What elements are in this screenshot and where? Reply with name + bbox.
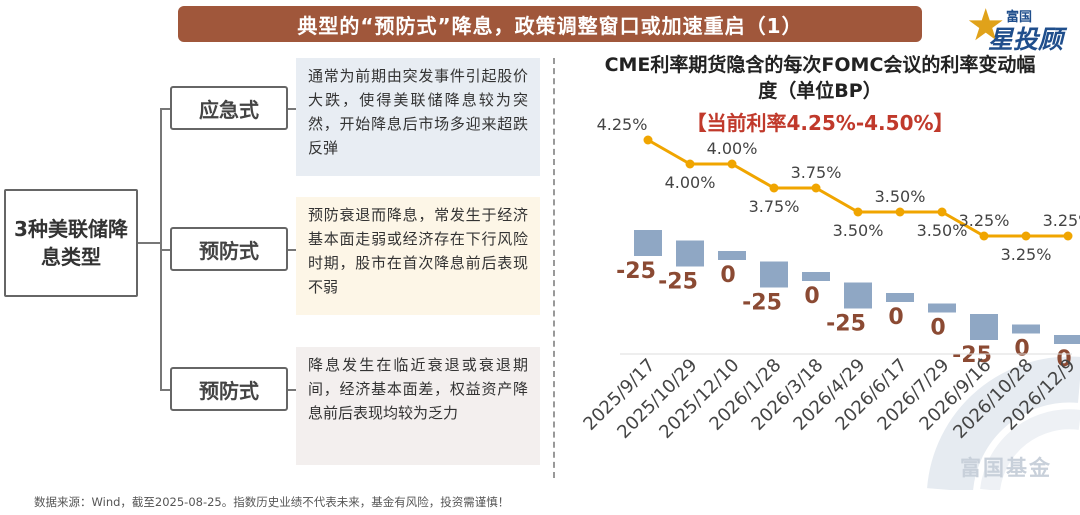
- bar-value-label: -25: [826, 312, 866, 337]
- type-description-emergency: 通常为前期由突发事件引起股价大跌，使得美联储降息较为突然，开始降息后市场多迎来超…: [296, 58, 540, 176]
- data-source-note: 数据来源：Wind，截至2025-08-25。指数历史业绩不代表未来，基金有风险…: [34, 495, 510, 509]
- bar-value-label: 0: [804, 284, 819, 309]
- connector-desc-2: [288, 249, 296, 251]
- rate-value-label: 3.75%: [749, 197, 800, 216]
- bar-value-label: 0: [1014, 337, 1029, 362]
- rate-point-9: [1021, 231, 1031, 241]
- bar-value-label: -25: [658, 270, 698, 295]
- bar-8: [970, 314, 998, 340]
- bar-4: [802, 272, 830, 281]
- rate-value-label: 3.50%: [833, 221, 884, 240]
- rate-point-2: [727, 159, 737, 169]
- type-description-preventive: 预防衰退而降息，常发生于经济基本面走弱或经济存在下行风险时期，股市在首次降息前后…: [296, 197, 540, 315]
- logo-top-text: 富国: [1006, 10, 1033, 25]
- connector-desc-1: [288, 108, 296, 110]
- type-node-preventive: 预防式: [170, 227, 288, 271]
- connector-branch-2: [160, 249, 170, 251]
- rate-value-label: 3.25%: [1001, 245, 1052, 264]
- connector-root: [138, 242, 162, 244]
- bar-9: [1012, 324, 1040, 334]
- watermark-text: 富国基金: [960, 456, 1052, 480]
- bar-6: [886, 293, 914, 302]
- rate-value-label: 4.00%: [707, 139, 758, 158]
- rate-change-chart: -25 -25 0-25 0-25 0 0-25 0 04.25%4.00%4.00%3.75…: [579, 115, 1080, 490]
- chart-title: CME利率期货隐含的每次FOMC会议的利率变动幅度（单位BP）: [604, 54, 1036, 102]
- bar-value-label: 0: [930, 316, 945, 341]
- rate-point-0: [643, 135, 653, 145]
- type-node-emergency: 应急式: [170, 86, 288, 130]
- bar-0: [634, 230, 662, 256]
- rate-point-7: [937, 207, 947, 217]
- rate-value-label: 3.25%: [959, 211, 1010, 230]
- bar-10: [1054, 335, 1080, 344]
- bar-value-label: -25: [616, 259, 656, 284]
- rate-point-10: [1063, 231, 1073, 241]
- rate-value-label: 3.75%: [791, 163, 842, 182]
- rate-point-4: [811, 183, 821, 193]
- chart-subtitle: 【当前利率4.25%-4.50%】: [686, 111, 954, 135]
- bar-value-label: 0: [888, 305, 903, 330]
- rate-point-1: [685, 159, 695, 169]
- bar-3: [760, 261, 788, 288]
- rate-point-6: [895, 207, 905, 217]
- rate-value-label: 3.25%: [1043, 211, 1080, 230]
- bar-7: [928, 303, 956, 313]
- root-node: 3种美联储降息类型: [4, 189, 138, 297]
- watermark-ring: [927, 356, 1080, 490]
- bar-value-label: -25: [952, 343, 992, 368]
- star-icon: ★: [966, 0, 1006, 51]
- rate-point-3: [769, 183, 779, 193]
- connector-branch-1: [160, 108, 170, 110]
- type-node-recession: 预防式: [170, 367, 288, 411]
- rate-value-label: 3.50%: [917, 221, 968, 240]
- logo-main-text: 星投顾: [988, 25, 1064, 54]
- bar-1: [676, 240, 704, 267]
- panel-divider: [553, 58, 555, 478]
- rate-value-label: 4.25%: [597, 115, 648, 134]
- rate-point-8: [979, 231, 989, 241]
- page-title: 典型的“预防式”降息，政策调整窗口或加速重启（1）: [178, 6, 922, 42]
- type-description-recession: 降息发生在临近衰退或衰退期间，经济基本面差，权益资产降息前后表现均较为乏力: [296, 347, 540, 465]
- brand-logo: ★ 富国 星投顾: [966, 2, 1076, 58]
- connector-branch-3: [160, 389, 170, 391]
- rate-value-label: 4.00%: [665, 173, 716, 192]
- bar-2: [718, 251, 746, 260]
- rate-value-label: 3.50%: [875, 187, 926, 206]
- rate-point-5: [853, 207, 863, 217]
- bar-value-label: 0: [720, 263, 735, 288]
- connector-desc-3: [288, 389, 296, 391]
- bar-value-label: 0: [1056, 347, 1071, 372]
- bar-value-label: -25: [742, 291, 782, 316]
- bar-5: [844, 282, 872, 309]
